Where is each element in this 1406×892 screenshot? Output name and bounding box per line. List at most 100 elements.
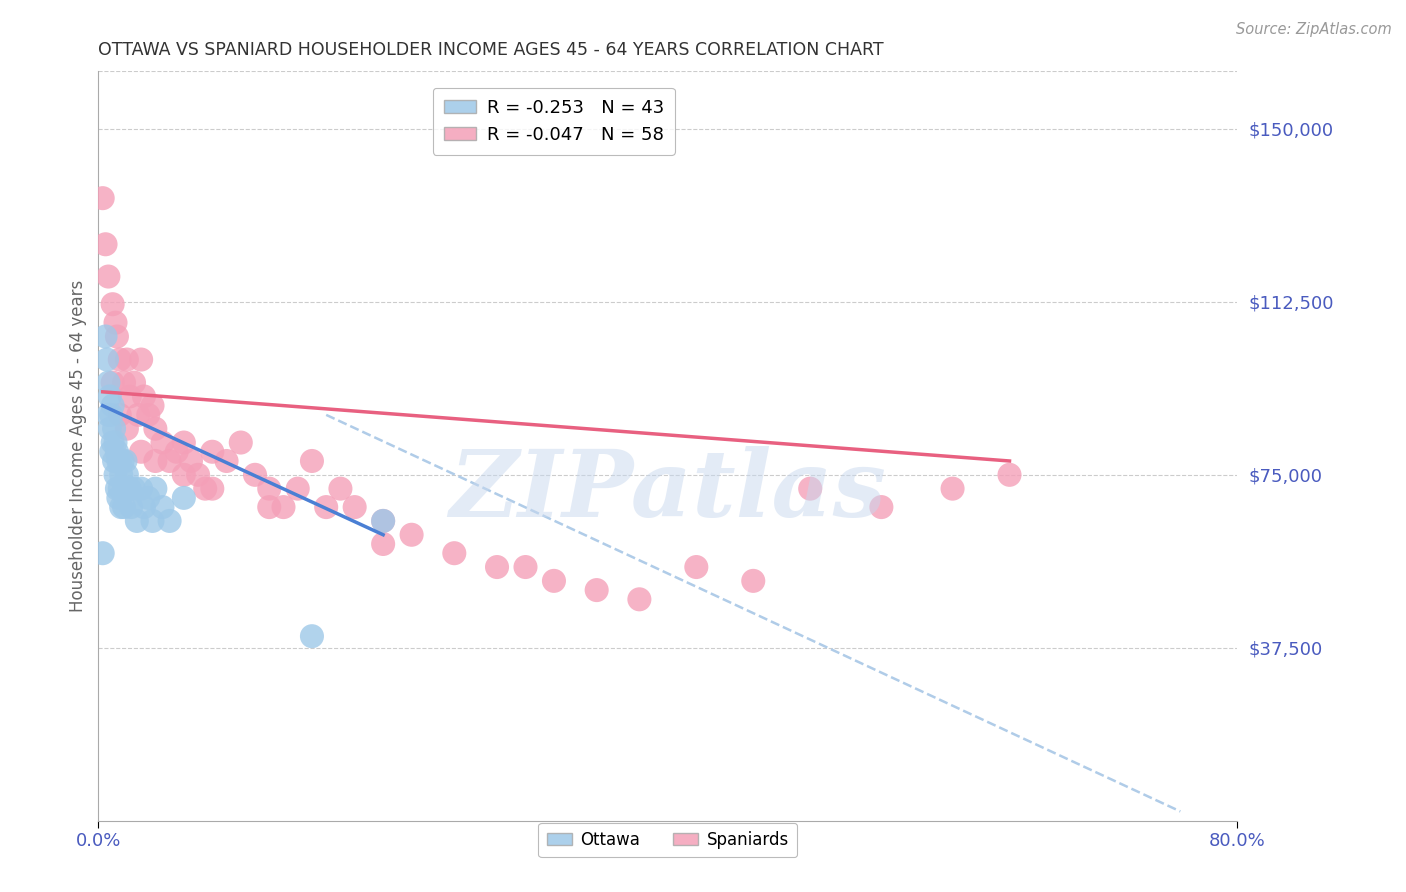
Point bbox=[91, 546, 114, 560]
Point bbox=[108, 352, 131, 367]
Point bbox=[104, 435, 127, 450]
Point bbox=[742, 574, 765, 588]
Point bbox=[111, 454, 134, 468]
Point bbox=[108, 408, 131, 422]
Point bbox=[173, 467, 195, 482]
Point bbox=[97, 376, 120, 390]
Point bbox=[129, 352, 152, 367]
Point bbox=[127, 408, 149, 422]
Point bbox=[129, 482, 152, 496]
Point bbox=[104, 316, 127, 330]
Point bbox=[215, 454, 238, 468]
Point bbox=[141, 399, 163, 413]
Point bbox=[145, 482, 167, 496]
Point bbox=[97, 269, 120, 284]
Point bbox=[259, 482, 281, 496]
Point bbox=[243, 467, 266, 482]
Point bbox=[108, 482, 131, 496]
Text: Source: ZipAtlas.com: Source: ZipAtlas.com bbox=[1236, 22, 1392, 37]
Point bbox=[159, 514, 181, 528]
Point bbox=[628, 592, 651, 607]
Point bbox=[287, 482, 309, 496]
Point bbox=[112, 482, 135, 496]
Point bbox=[443, 546, 465, 560]
Point bbox=[145, 422, 167, 436]
Point bbox=[145, 454, 167, 468]
Point bbox=[173, 435, 195, 450]
Point bbox=[373, 514, 395, 528]
Point bbox=[585, 583, 607, 598]
Point bbox=[115, 467, 138, 482]
Point bbox=[103, 454, 125, 468]
Text: OTTAWA VS SPANIARD HOUSEHOLDER INCOME AGES 45 - 64 YEARS CORRELATION CHART: OTTAWA VS SPANIARD HOUSEHOLDER INCOME AG… bbox=[98, 41, 884, 59]
Point bbox=[108, 454, 131, 468]
Point bbox=[685, 560, 707, 574]
Point bbox=[201, 444, 224, 458]
Point bbox=[105, 444, 128, 458]
Point bbox=[543, 574, 565, 588]
Point bbox=[136, 491, 159, 505]
Point bbox=[112, 376, 135, 390]
Point bbox=[159, 454, 181, 468]
Point bbox=[315, 500, 337, 514]
Point bbox=[301, 454, 323, 468]
Point bbox=[115, 422, 138, 436]
Point bbox=[97, 408, 120, 422]
Point bbox=[136, 408, 159, 422]
Point bbox=[132, 389, 155, 403]
Point bbox=[942, 482, 965, 496]
Point bbox=[104, 467, 127, 482]
Point bbox=[229, 435, 252, 450]
Point bbox=[100, 408, 122, 422]
Point bbox=[107, 454, 129, 468]
Point bbox=[100, 444, 122, 458]
Point bbox=[129, 444, 152, 458]
Point bbox=[101, 435, 124, 450]
Point bbox=[373, 514, 395, 528]
Y-axis label: Householder Income Ages 45 - 64 years: Householder Income Ages 45 - 64 years bbox=[69, 280, 87, 612]
Point bbox=[103, 422, 125, 436]
Point bbox=[101, 297, 124, 311]
Point bbox=[180, 454, 202, 468]
Point bbox=[259, 500, 281, 514]
Point bbox=[401, 528, 423, 542]
Point bbox=[273, 500, 295, 514]
Point bbox=[105, 329, 128, 343]
Point bbox=[301, 629, 323, 643]
Point bbox=[329, 482, 352, 496]
Point bbox=[132, 500, 155, 514]
Point bbox=[110, 500, 132, 514]
Point bbox=[117, 482, 139, 496]
Point bbox=[98, 389, 121, 403]
Point bbox=[187, 467, 209, 482]
Point bbox=[91, 191, 114, 205]
Point bbox=[515, 560, 537, 574]
Point bbox=[201, 482, 224, 496]
Point bbox=[98, 422, 121, 436]
Point bbox=[194, 482, 217, 496]
Point bbox=[125, 514, 148, 528]
Point bbox=[105, 482, 128, 496]
Point bbox=[152, 500, 174, 514]
Point bbox=[122, 376, 145, 390]
Point bbox=[998, 467, 1021, 482]
Point bbox=[486, 560, 509, 574]
Point bbox=[112, 500, 135, 514]
Point bbox=[101, 399, 124, 413]
Point bbox=[94, 237, 117, 252]
Point bbox=[799, 482, 821, 496]
Text: ZIPatlas: ZIPatlas bbox=[450, 446, 886, 536]
Point bbox=[107, 491, 129, 505]
Legend: Ottawa, Spaniards: Ottawa, Spaniards bbox=[538, 822, 797, 857]
Point bbox=[94, 329, 117, 343]
Point bbox=[118, 482, 141, 496]
Point bbox=[141, 514, 163, 528]
Point bbox=[101, 376, 124, 390]
Point bbox=[152, 435, 174, 450]
Point bbox=[870, 500, 893, 514]
Point bbox=[120, 500, 142, 514]
Point bbox=[373, 537, 395, 551]
Point bbox=[173, 491, 195, 505]
Point bbox=[115, 352, 138, 367]
Point bbox=[118, 389, 141, 403]
